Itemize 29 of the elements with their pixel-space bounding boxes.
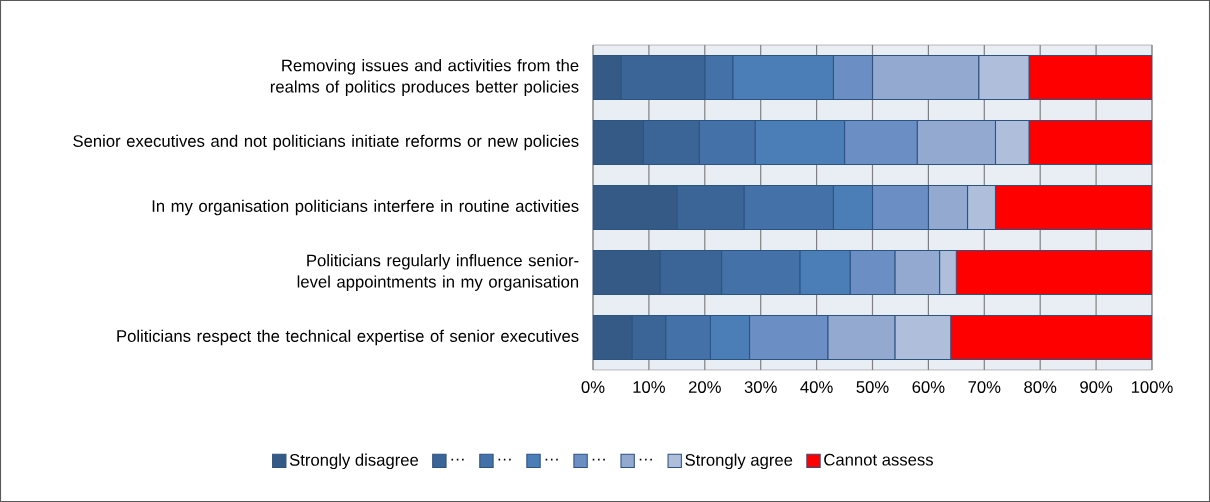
legend-label: …	[545, 458, 558, 461]
bar	[955, 249, 1152, 296]
x-tick-label: 70%	[968, 381, 1001, 393]
legend-label: Strongly disagree	[289, 453, 419, 470]
y-tick-label: Senior executives and not politicians initiate reforms or new policies	[73, 134, 579, 151]
y-tick-label: Politicians regularly influence senior-level appointments in my organisation	[297, 254, 579, 291]
legend-label: …	[451, 458, 464, 461]
x-tick-label: 50%	[856, 381, 889, 393]
x-tick-label: 0%	[581, 381, 605, 393]
x-tick-label: 80%	[1024, 381, 1057, 393]
x-tick-label: 60%	[912, 381, 945, 393]
y-tick-label: In my organisation politicians interfere in routine activities	[152, 199, 579, 216]
bar	[1028, 119, 1152, 166]
x-tick-label: 40%	[800, 381, 833, 393]
x-tick-label: 30%	[744, 381, 777, 393]
x-tick-label: 20%	[688, 381, 721, 393]
legend-label: Strongly agree	[685, 453, 793, 470]
x-tick-label: 10%	[633, 381, 665, 393]
bar	[1028, 54, 1152, 101]
x-tick-label: 90%	[1080, 381, 1113, 393]
y-tick-label: Politicians respect the technical expertise of senior executives	[117, 329, 579, 346]
x-tick-label: 100%	[1131, 381, 1173, 393]
legend-label: Cannot assess	[824, 453, 933, 466]
y-tick-label: Removing issues and activities from the realms of politics produces better policies	[270, 59, 579, 96]
bar	[994, 184, 1152, 231]
legend-label: …	[592, 458, 605, 461]
bar	[950, 314, 1152, 361]
legend-label: …	[498, 458, 511, 461]
legend-label: …	[639, 458, 652, 461]
